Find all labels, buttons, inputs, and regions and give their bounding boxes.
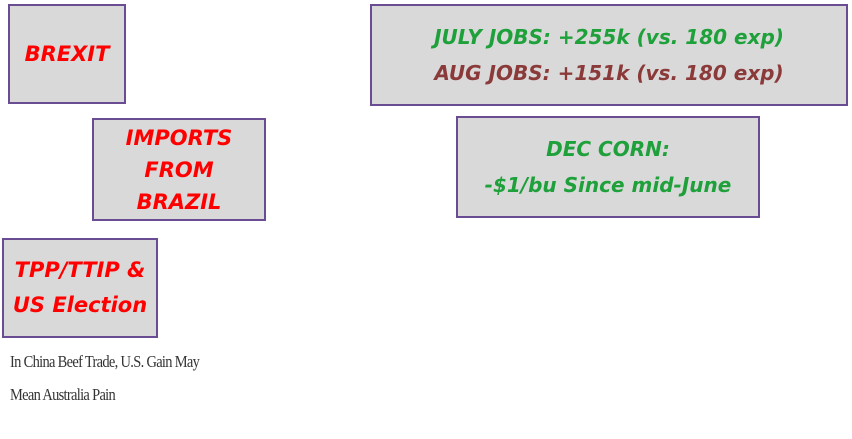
box-text: IMPORTS: [125, 125, 233, 150]
jobs-box: JULY JOBS: +255k (vs. 180 exp) AUG JOBS:…: [370, 4, 848, 106]
box-text: BRAZIL: [136, 189, 222, 214]
headline-line: In China Beef Trade, U.S. Gain May: [10, 352, 200, 371]
headline-line: Mean Australia Pain: [10, 385, 116, 404]
box-text: BREXIT: [24, 41, 110, 66]
box-text: AUG JOBS: +151k (vs. 180 exp): [434, 61, 784, 85]
imports-box: IMPORTS FROM BRAZIL: [92, 118, 266, 221]
headline: In China Beef Trade, U.S. Gain May Mean …: [10, 345, 200, 411]
box-text: US Election: [12, 293, 148, 317]
box-text: TPP/TTIP &: [14, 258, 146, 282]
corn-box: DEC CORN: -$1/bu Since mid-June: [456, 116, 760, 218]
box-text: FROM: [144, 157, 214, 182]
brexit-box: BREXIT: [8, 4, 126, 104]
tpp-box: TPP/TTIP & US Election: [2, 238, 158, 338]
box-text: -$1/bu Since mid-June: [484, 173, 732, 197]
box-text: DEC CORN:: [546, 137, 670, 161]
box-text: JULY JOBS: +255k (vs. 180 exp): [434, 25, 784, 49]
